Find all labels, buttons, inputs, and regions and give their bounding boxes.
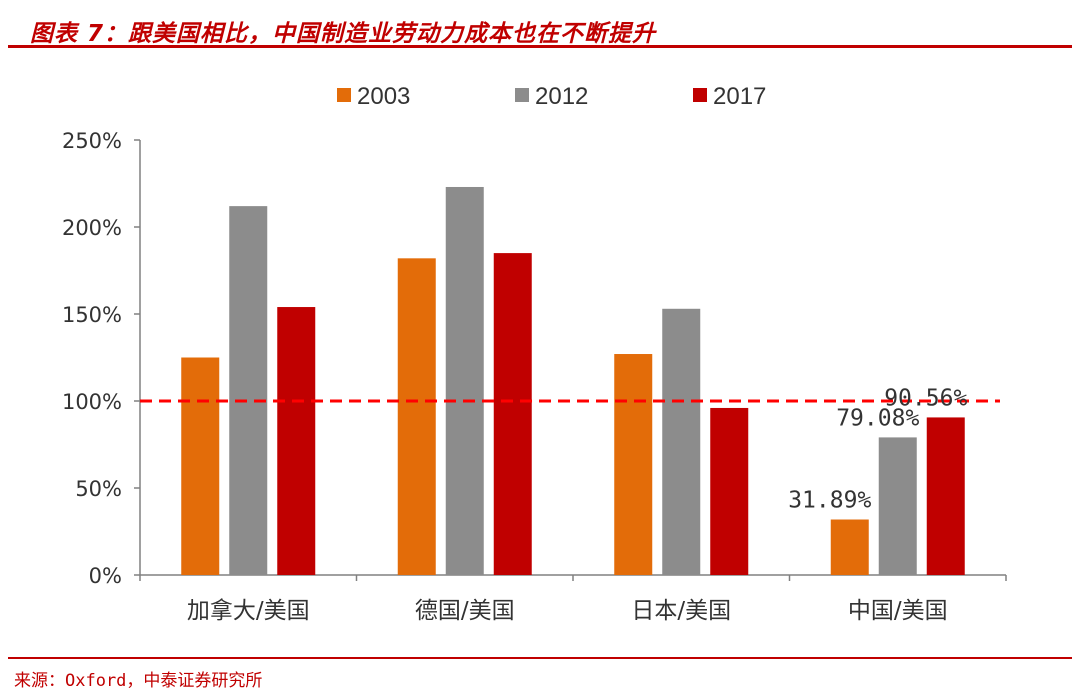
data-label: 90.56% (884, 385, 967, 411)
y-tick-label: 50% (75, 477, 122, 501)
data-label: 79.08% (836, 405, 919, 431)
bar-2003 (830, 519, 869, 575)
bar-2017 (710, 407, 749, 575)
y-tick-label: 0% (89, 564, 122, 588)
source-note: 来源：Oxford，中泰证券研究所 (14, 671, 263, 691)
footer-divider (8, 657, 1072, 659)
category-label: 日本/美国 (631, 598, 731, 624)
bar-2003 (614, 354, 653, 575)
bar-2017 (277, 307, 316, 575)
chart-title: 图表 7：跟美国相比，中国制造业劳动力成本也在不断提升 (30, 21, 657, 47)
bar-2012 (878, 437, 917, 575)
legend-label-2003: 2003 (357, 83, 410, 110)
bar-2003 (397, 258, 436, 575)
category-label: 德国/美国 (415, 598, 515, 624)
legend-swatch-2012 (515, 88, 529, 102)
bar-2012 (229, 206, 268, 575)
y-tick-label: 150% (62, 303, 122, 327)
legend-swatch-2003 (337, 88, 351, 102)
legend-swatch-2017 (693, 88, 707, 102)
bar-2012 (445, 186, 484, 576)
y-tick-label: 100% (62, 390, 122, 414)
legend-label-2017: 2017 (713, 83, 766, 110)
legend-label-2012: 2012 (535, 83, 588, 110)
bar-2003 (181, 357, 220, 575)
title-bar: 图表 7：跟美国相比，中国制造业劳动力成本也在不断提升 (0, 0, 1080, 50)
bar-2017 (493, 253, 532, 575)
bar-chart: 2003 2012 2017 0% 50% 100% 150% 200% 250% 加拿大/美国 德… (62, 83, 1007, 624)
y-tick-label: 250% (62, 129, 122, 153)
category-label: 加拿大/美国 (187, 597, 310, 624)
bar-2012 (662, 308, 701, 575)
data-label: 31.89% (788, 488, 871, 514)
title-divider (8, 45, 1072, 48)
bar-2017 (926, 417, 965, 575)
category-label: 中国/美国 (848, 598, 948, 624)
y-tick-label: 200% (62, 216, 122, 240)
